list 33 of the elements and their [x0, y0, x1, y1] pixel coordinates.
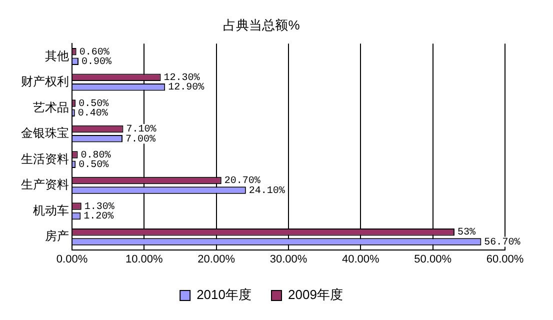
data-label: 0.50%: [78, 98, 109, 110]
data-label: 12.90%: [168, 82, 204, 94]
legend-label: 2010年度: [196, 287, 252, 302]
y-tick-label: 生产资料: [21, 178, 69, 192]
data-label: 0.80%: [80, 150, 111, 162]
chart-title: 占典当总额%: [223, 17, 300, 32]
x-tick-label: 50.00%: [414, 253, 452, 266]
data-label: 53%: [457, 228, 476, 239]
data-label: 24.10%: [248, 186, 285, 197]
x-tick-label: 60.00%: [486, 253, 524, 266]
x-tick-label: 20.00%: [198, 253, 236, 266]
x-tick-label: 40.00%: [342, 253, 380, 266]
data-label: 1.30%: [84, 202, 114, 213]
x-tick-label: 30.00%: [270, 253, 308, 266]
y-tick-label: 房产: [45, 229, 69, 244]
y-tick-label: 生活资料: [21, 152, 69, 166]
data-label: 56.70%: [484, 237, 520, 248]
data-label: 20.70%: [224, 176, 260, 188]
y-tick-label: 其他: [45, 48, 69, 63]
y-tick-label: 艺术品: [33, 100, 69, 114]
data-label: 0.40%: [78, 108, 108, 120]
data-label: 7.10%: [126, 124, 156, 136]
y-tick-label: 机动车: [33, 203, 69, 218]
legend-label: 2009年度: [288, 287, 343, 302]
x-tick-label: 0.00%: [56, 253, 88, 266]
y-tick-label: 金银珠宝: [21, 126, 69, 140]
x-tick-label: 10.00%: [126, 253, 164, 266]
data-label: 0.50%: [78, 160, 109, 172]
data-label: 0.90%: [81, 56, 112, 68]
y-tick-label: 财产权利: [21, 74, 69, 89]
data-label: 1.20%: [84, 212, 114, 223]
data-label: 7.00%: [126, 134, 156, 146]
data-label: 0.60%: [79, 47, 110, 58]
